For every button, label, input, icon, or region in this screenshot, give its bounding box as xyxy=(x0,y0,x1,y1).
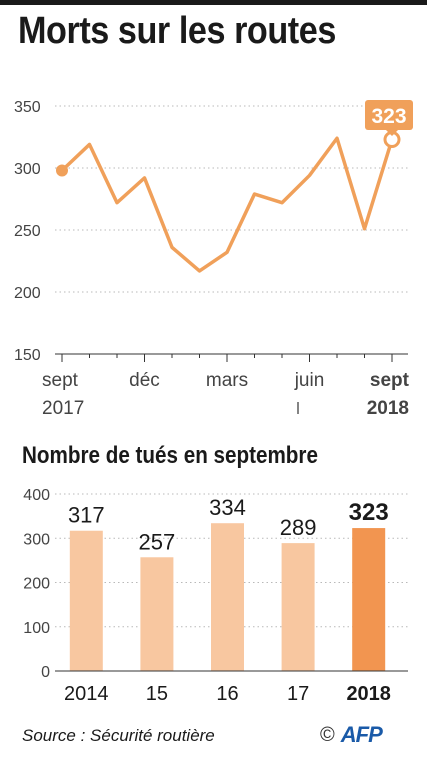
afp-logo-text: AFP xyxy=(340,722,383,747)
bar-chart-title: Nombre de tués en septembre xyxy=(22,442,318,469)
x-tick-label: 16 xyxy=(216,683,238,705)
bar xyxy=(281,543,315,671)
x-tick-label: déc xyxy=(129,370,160,391)
source-note: Source : Sécurité routière xyxy=(22,726,215,745)
x-tick-label: sept xyxy=(370,370,410,391)
bar-value-label: 257 xyxy=(139,529,176,554)
bar xyxy=(352,528,386,671)
afp-logo: © AFP xyxy=(320,722,383,748)
y-tick-label: 250 xyxy=(14,223,41,240)
y-tick-label: 200 xyxy=(23,576,50,593)
x-tick-label: sept xyxy=(42,370,79,391)
bar xyxy=(69,530,103,671)
bar-value-label: 323 xyxy=(349,499,389,526)
line-series xyxy=(60,136,394,273)
x-tick-label: juin xyxy=(294,370,325,391)
x-tick-year-label: 2017 xyxy=(42,398,84,419)
line-chart: 150 200 250 300 350 sept 2017 déc mars juin sept 20… xyxy=(14,99,413,419)
y-tick-label: 0 xyxy=(41,664,50,681)
copyright-symbol: © xyxy=(320,723,335,746)
x-tick-label: mars xyxy=(206,370,248,391)
start-point xyxy=(56,164,68,177)
x-tick-year-label: 2018 xyxy=(367,398,409,419)
y-tick-label: 150 xyxy=(14,347,41,364)
bar-value-label: 317 xyxy=(68,503,105,528)
x-tick-label: 15 xyxy=(146,683,168,705)
x-tick-label: 2018 xyxy=(346,683,391,705)
bar-chart: 0 100 200 300 400 317 2014 257 15 334 16 289 17 323 20… xyxy=(23,487,408,705)
y-tick-label: 300 xyxy=(23,531,50,548)
bar-value-label: 289 xyxy=(280,515,317,540)
x-tick-label: 17 xyxy=(287,683,309,705)
y-tick-label: 400 xyxy=(23,487,50,504)
y-tick-label: 100 xyxy=(23,620,50,637)
y-tick-label: 300 xyxy=(14,161,41,178)
bar-value-label: 334 xyxy=(209,495,246,520)
y-tick-label: 200 xyxy=(14,285,41,302)
highlight-label-box xyxy=(365,100,413,130)
chart-title: Morts sur les routes xyxy=(18,10,336,52)
highlight-label-pointer xyxy=(386,130,398,136)
top-rule xyxy=(0,0,427,5)
highlight-label: 323 xyxy=(371,105,406,128)
bar xyxy=(140,557,174,671)
x-tick-label: 2014 xyxy=(64,683,109,705)
y-tick-label: 350 xyxy=(14,99,41,116)
bar xyxy=(211,523,244,671)
